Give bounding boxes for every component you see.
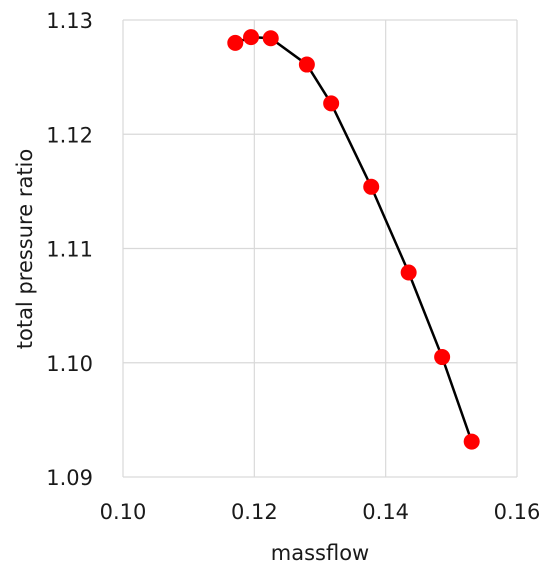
y-tick-labels: 1.09 1.10 1.11 1.12 1.13 [46,9,93,490]
x-tick-label: 0.10 [100,500,147,524]
data-point [323,95,339,111]
data-point [263,30,279,46]
y-tick-label: 1.11 [46,238,93,262]
y-tick-label: 1.10 [46,352,93,376]
data-point [401,264,417,280]
data-point [434,349,450,365]
y-tick-label: 1.13 [46,9,93,33]
series-line [235,37,471,441]
x-tick-label: 0.12 [231,500,278,524]
y-tick-label: 1.09 [46,466,93,490]
y-tick-label: 1.12 [46,123,93,147]
data-point [464,434,480,450]
x-tick-labels: 0.10 0.12 0.14 0.16 [100,500,541,524]
y-axis-title: total pressure ratio [13,149,37,350]
x-axis-title: massflow [271,541,369,565]
gridlines [123,20,517,477]
data-point [227,35,243,51]
data-point [243,29,259,45]
data-point [363,179,379,195]
data-point [299,57,315,73]
series-group [227,29,479,449]
x-tick-label: 0.16 [494,500,541,524]
x-tick-label: 0.14 [362,500,409,524]
